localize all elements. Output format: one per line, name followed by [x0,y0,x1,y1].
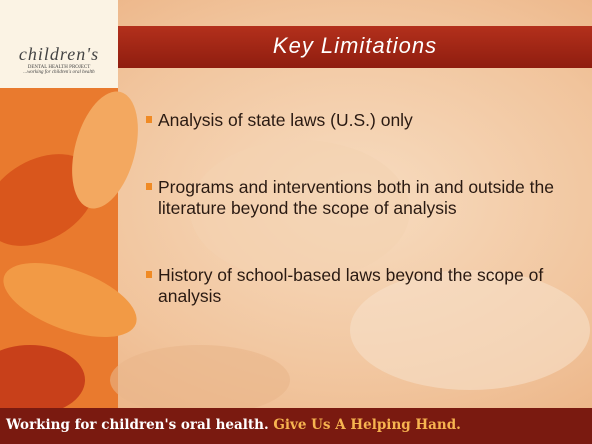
footer-highlight: Give Us A Helping Hand. [273,417,461,433]
bullet: History of school-based laws beyond the … [146,265,586,307]
bullet: Programs and interventions both in and o… [146,177,586,219]
bullet-list: Analysis of state laws (U.S.) only Progra… [146,110,586,307]
slide: children's DENTAL HEALTH PROJECT ...work… [0,0,592,444]
logo: children's DENTAL HEALTH PROJECT ...work… [0,0,118,88]
footer: Working for children's oral health. Give… [0,408,592,444]
footer-text: Working for children's oral health. [6,417,269,433]
logo-name: children's [0,44,118,65]
logo-tagline: ...working for children's oral health [0,70,118,75]
bullet: Analysis of state laws (U.S.) only [146,110,586,131]
slide-title: Key Limitations [118,26,592,68]
